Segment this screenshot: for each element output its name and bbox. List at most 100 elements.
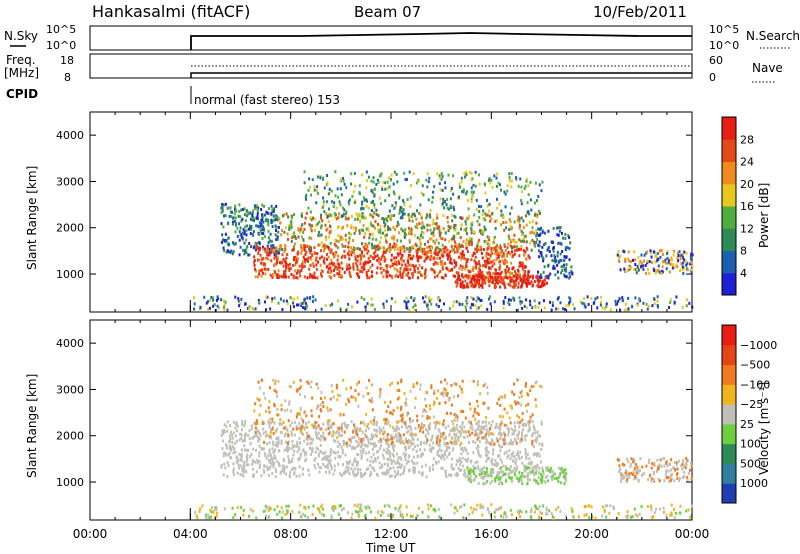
data-point (326, 214, 329, 218)
data-point (518, 425, 521, 429)
data-point (343, 422, 346, 426)
data-point (315, 436, 318, 440)
data-point (348, 202, 351, 206)
data-point (344, 254, 347, 258)
data-point (257, 439, 260, 443)
data-point (238, 222, 241, 226)
data-point (360, 474, 363, 478)
data-point (399, 246, 402, 250)
data-point (290, 220, 293, 224)
data-point (437, 421, 440, 425)
data-point (252, 216, 255, 220)
data-point (390, 214, 393, 218)
data-point (251, 462, 254, 466)
data-point (485, 467, 488, 471)
data-point (522, 219, 525, 223)
data-point (533, 466, 536, 470)
data-point (378, 196, 381, 200)
data-point (301, 214, 304, 218)
data-point (363, 231, 366, 235)
data-point (492, 452, 495, 456)
data-point (264, 235, 267, 239)
data-point (321, 435, 324, 439)
data-point (450, 187, 453, 191)
data-point (245, 251, 248, 255)
data-point (361, 202, 364, 206)
data-point (434, 249, 437, 253)
data-point (251, 218, 254, 222)
data-point (494, 248, 497, 252)
data-point (263, 267, 266, 271)
data-point (681, 268, 684, 272)
data-point (301, 260, 304, 264)
data-point (323, 256, 326, 260)
data-point (290, 421, 293, 425)
data-point (541, 469, 544, 473)
data-point (366, 199, 369, 203)
data-point (421, 274, 424, 278)
data-point (410, 227, 413, 231)
data-point (331, 423, 334, 427)
data-point (494, 245, 497, 249)
data-point (433, 269, 436, 273)
data-point (225, 446, 228, 450)
data-point (429, 422, 432, 426)
data-point (340, 426, 343, 430)
data-point (315, 267, 318, 271)
data-point (434, 260, 437, 264)
data-point (258, 459, 261, 463)
data-point (386, 457, 389, 461)
data-point (295, 424, 298, 428)
data-point (691, 253, 694, 257)
data-point (599, 300, 602, 304)
data-point (417, 423, 420, 427)
data-point (465, 173, 468, 177)
data-point (332, 431, 335, 435)
data-point (535, 240, 538, 244)
data-point (251, 211, 254, 215)
data-point (514, 428, 517, 432)
data-point (300, 243, 303, 247)
data-point (316, 191, 319, 195)
data-point (518, 275, 521, 279)
data-point (320, 427, 323, 431)
data-point (317, 386, 320, 390)
data-point (303, 227, 306, 231)
data-point (231, 210, 234, 214)
data-point (451, 428, 454, 432)
data-point (399, 441, 402, 445)
data-point (530, 385, 533, 389)
data-point (666, 250, 669, 254)
data-point (324, 246, 327, 250)
data-point (295, 271, 298, 275)
data-point (288, 225, 291, 229)
data-point (372, 434, 375, 438)
data-point (385, 409, 388, 413)
data-point (283, 448, 286, 452)
data-point (445, 448, 448, 452)
data-point (401, 247, 404, 251)
data-point (481, 470, 484, 474)
data-point (469, 471, 472, 475)
data-point (293, 449, 296, 453)
data-point (521, 261, 524, 265)
data-point (497, 181, 500, 185)
data-point (425, 410, 428, 414)
data-point (377, 244, 380, 248)
data-point (342, 225, 345, 229)
data-point (498, 431, 501, 435)
data-point (477, 444, 480, 448)
data-point (497, 397, 500, 401)
data-point (512, 429, 515, 433)
data-point (378, 240, 381, 244)
data-point (273, 454, 276, 458)
data-point (403, 469, 406, 473)
data-point (469, 306, 472, 310)
data-point (379, 224, 382, 228)
data-point (472, 297, 475, 301)
data-point (510, 476, 513, 480)
data-point (487, 271, 490, 275)
data-point (335, 386, 338, 390)
data-point (537, 270, 540, 274)
data-point (428, 176, 431, 180)
